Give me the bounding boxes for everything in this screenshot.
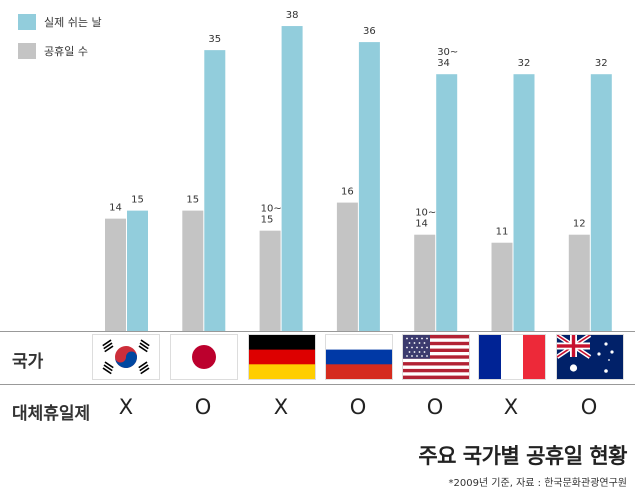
- row-label-substitute-holiday: 대체휴일제: [12, 404, 91, 424]
- substitute-holiday-mark-france: X: [503, 395, 519, 419]
- bar-holidays-france: [491, 242, 513, 331]
- bar-holidays-australia: [568, 234, 590, 331]
- legend-item-holidays: 공휴일 수: [18, 43, 88, 59]
- substitute-holiday-mark-south-korea: X: [118, 395, 134, 419]
- bar-actual-days-germany: [281, 26, 303, 332]
- substitute-holiday-mark-germany: X: [273, 395, 289, 419]
- germany-flag-icon: [248, 334, 316, 380]
- table-top-divider: [0, 331, 635, 332]
- substitute-holiday-mark-australia: O: [580, 395, 598, 419]
- substitute-holiday-mark-usa: O: [426, 395, 444, 419]
- bar-actual-days-usa: [436, 74, 458, 331]
- bar-label-holidays-russia: 16: [341, 187, 354, 198]
- bar-label-actual-days-russia: 36: [363, 26, 376, 37]
- legend-swatch-holidays: [18, 43, 36, 59]
- russia-flag-icon: [325, 334, 393, 380]
- bar-label-actual-days-south-korea: 15: [131, 195, 144, 206]
- japan-flag-icon: [170, 334, 238, 380]
- bar-label-actual-days-france: 32: [518, 58, 531, 69]
- bar-label-actual-days-usa: 30~ 34: [437, 47, 458, 69]
- bar-actual-days-australia: [590, 74, 612, 331]
- legend-swatch-actual-days: [18, 14, 36, 30]
- bar-actual-days-south-korea: [127, 210, 148, 331]
- table-middle-divider: [0, 384, 635, 385]
- bar-holidays-germany: [259, 230, 281, 331]
- caption-source: *2009년 기준, 자료 : 한국문화관광연구원: [448, 478, 627, 489]
- bar-actual-days-russia: [358, 42, 380, 331]
- bar-chart: 14 15 10~ 15 16 10~ 14 11 12 15 35 38 36 30~ 34 32 32: [105, 10, 612, 332]
- bar-label-actual-days-australia: 32: [595, 58, 608, 69]
- caption-title: 주요 국가별 공휴일 현황: [418, 444, 627, 468]
- bar-label-holidays-japan: 15: [186, 195, 199, 206]
- france-flag-icon: [478, 334, 546, 380]
- legend-label-holidays: 공휴일 수: [44, 45, 88, 58]
- bar-holidays-japan: [182, 210, 204, 331]
- bar-actual-days-japan: [204, 50, 226, 331]
- bar-actual-days-france: [513, 74, 535, 331]
- bar-label-holidays-france: 11: [496, 227, 509, 238]
- row-label-country: 국가: [12, 352, 44, 372]
- legend-item-actual-days: 실제 쉬는 날: [18, 14, 102, 30]
- substitute-holiday-mark-japan: O: [194, 395, 212, 419]
- australia-flag-icon: [556, 334, 624, 380]
- substitute-holiday-mark-russia: O: [349, 395, 367, 419]
- bar-holidays-south-korea: [105, 218, 126, 331]
- bar-holidays-russia: [336, 202, 358, 331]
- usa-flag-icon: [402, 334, 470, 380]
- bar-label-holidays-usa: 10~ 14: [415, 208, 436, 230]
- bar-label-holidays-germany: 10~ 15: [261, 204, 282, 226]
- legend-label-actual-days: 실제 쉬는 날: [44, 16, 102, 29]
- bar-label-holidays-australia: 12: [573, 219, 586, 230]
- bar-holidays-usa: [414, 234, 436, 331]
- bar-label-actual-days-japan: 35: [208, 34, 221, 45]
- south-korea-flag-icon: [92, 334, 160, 380]
- bar-label-actual-days-germany: 38: [286, 10, 299, 21]
- bar-label-holidays-south-korea: 14: [109, 203, 122, 214]
